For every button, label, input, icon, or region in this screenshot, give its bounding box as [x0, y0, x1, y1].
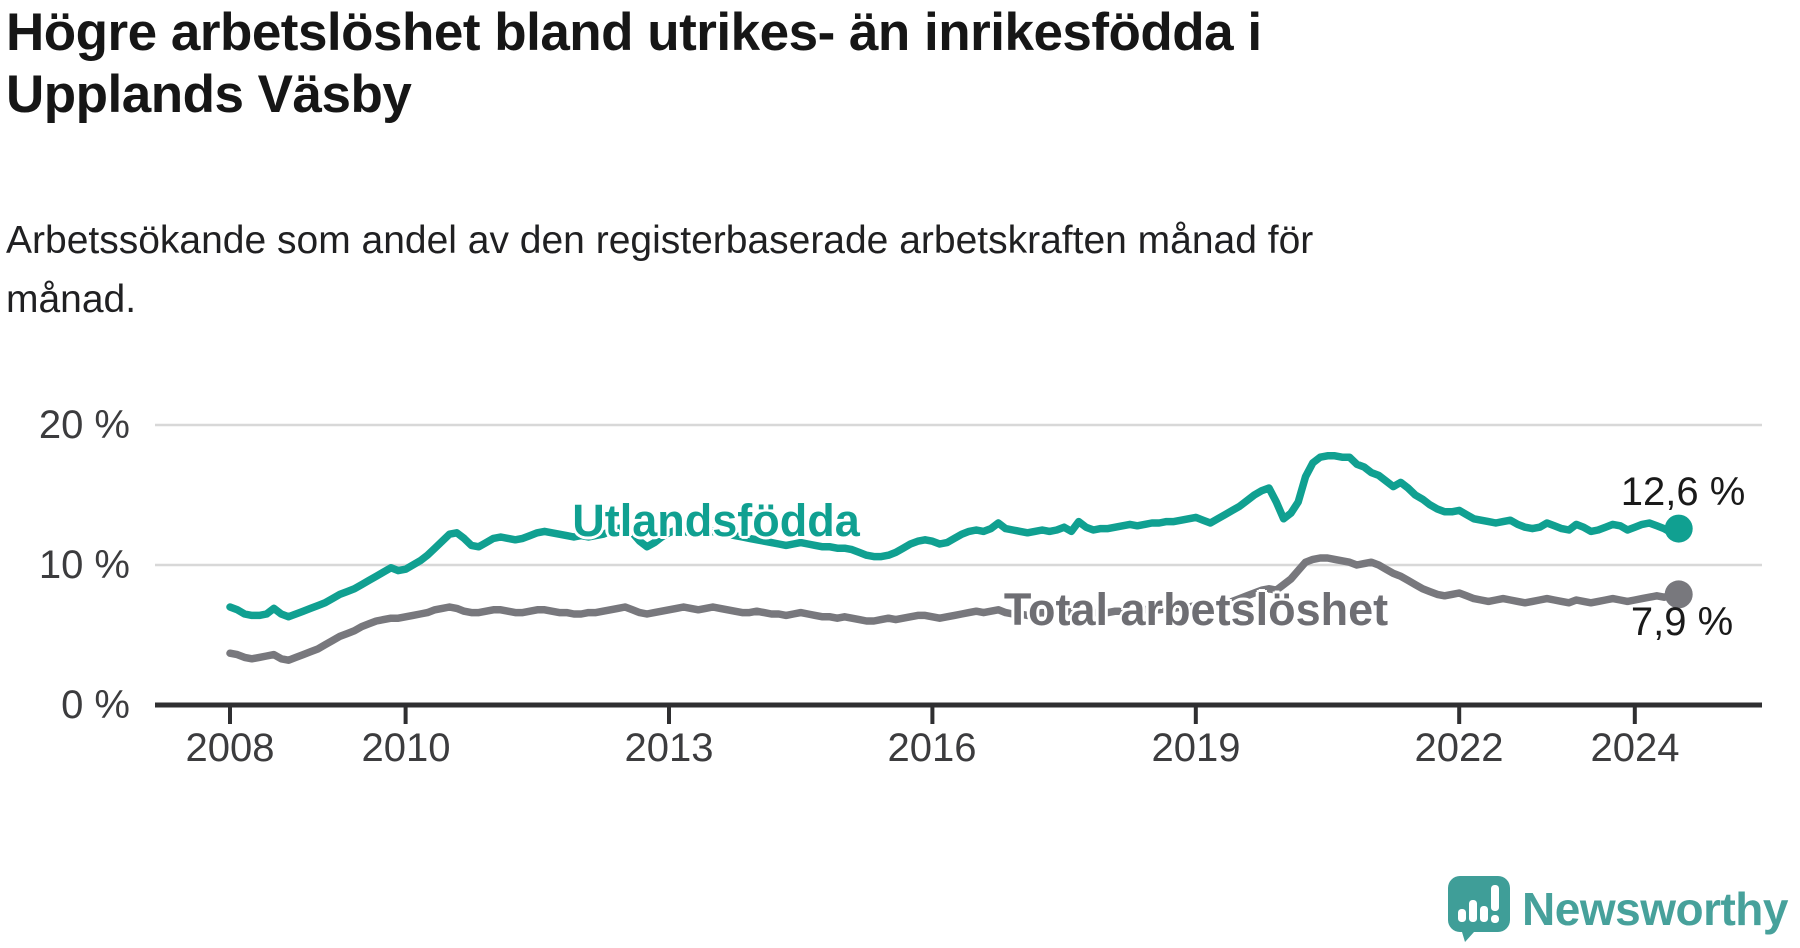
x-axis-label-2010: 2010 [361, 726, 451, 770]
series-label-utlandsfodda: Utlandsfödda [572, 495, 860, 546]
newsworthy-logo-icon [1448, 876, 1511, 942]
x-axis-label-2013: 2013 [624, 726, 714, 770]
y-axis-label-10: 10 % [38, 543, 130, 587]
series-line-utlandsfodda [226, 452, 1683, 621]
series-end-dot-total [1664, 580, 1693, 609]
subtitle-line-2: månad. [6, 277, 137, 321]
x-axis-label-2022: 2022 [1414, 726, 1504, 770]
x-axis-label-2016: 2016 [887, 726, 977, 770]
series-end-dot-utlandsfodda [1664, 514, 1693, 543]
newsworthy-logo-text: Newsworthy [1522, 883, 1788, 935]
series-line-total [226, 554, 1683, 664]
title-line-1: Högre arbetslöshet bland utrikes- än inr… [6, 3, 1262, 62]
x-axis-label-2008: 2008 [185, 726, 275, 770]
x-axis-label-2024: 2024 [1590, 726, 1680, 770]
title-line-2: Upplands Väsby [6, 65, 412, 124]
y-axis-label-0: 0 % [61, 683, 130, 727]
x-axis-label-2019: 2019 [1151, 726, 1241, 770]
series-label-total-arbetsloshet: Total arbetslöshet [1003, 584, 1389, 635]
newsworthy-logo: Newsworthy [1448, 876, 1788, 942]
y-axis-label-20: 20 % [38, 403, 130, 447]
end-value-label-total: 7,9 % [1630, 600, 1734, 644]
end-value-label-utlandsfodda: 12,6 % [1620, 470, 1746, 514]
subtitle-line-1: Arbetssökande som andel av den registerb… [6, 219, 1314, 262]
page-title: Högre arbetslöshet bland utrikes- än inr… [6, 2, 1786, 126]
chart-subtitle: Arbetssökande som andel av den registerb… [6, 212, 1786, 329]
